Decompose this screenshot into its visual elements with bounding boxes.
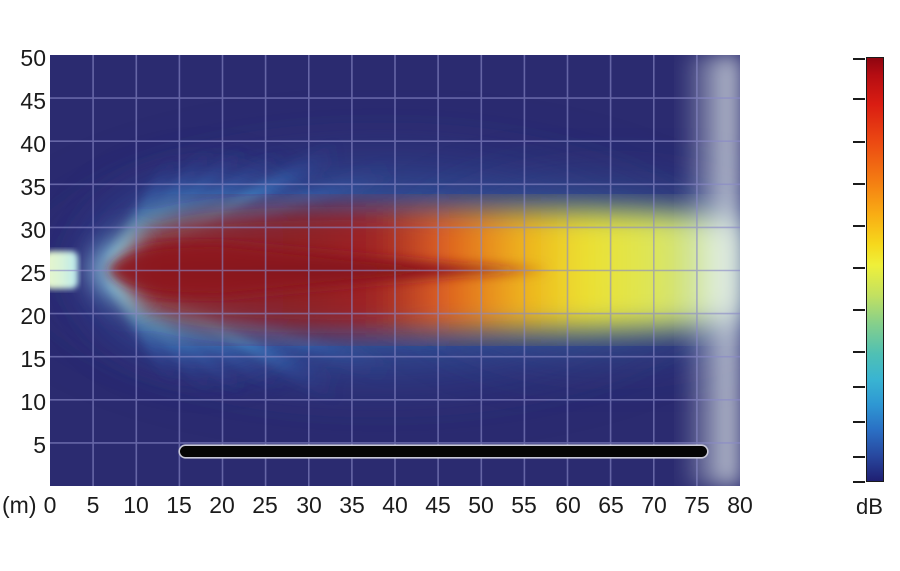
x-tick-35: 35 bbox=[339, 492, 365, 518]
x-tick-70: 70 bbox=[641, 492, 667, 518]
x-tick-30: 30 bbox=[296, 492, 322, 518]
y-tick-40: 40 bbox=[20, 131, 46, 157]
y-tick-50: 50 bbox=[20, 45, 46, 71]
colorbar-tick-95 bbox=[853, 58, 865, 60]
vehicle-bar bbox=[180, 446, 707, 457]
y-tick-20: 20 bbox=[20, 303, 46, 329]
heatmap-plot-area bbox=[50, 55, 740, 486]
x-tick-55: 55 bbox=[511, 492, 537, 518]
colorbar-tick-66 bbox=[853, 267, 865, 269]
heatmap-field bbox=[50, 55, 740, 486]
y-tick-30: 30 bbox=[20, 217, 46, 243]
x-tick-65: 65 bbox=[598, 492, 624, 518]
colorbar-tick-54 bbox=[853, 351, 865, 353]
x-tick-80: 80 bbox=[727, 492, 753, 518]
y-tick-25: 25 bbox=[20, 260, 46, 286]
y-tick-10: 10 bbox=[20, 389, 46, 415]
x-tick-75: 75 bbox=[684, 492, 710, 518]
colorbar-unit-label: dB bbox=[856, 494, 883, 519]
colorbar-gradient bbox=[866, 57, 884, 482]
y-tick-15: 15 bbox=[20, 346, 46, 372]
axis-unit-label: (m) bbox=[2, 492, 37, 518]
colorbar-tick-32 bbox=[853, 481, 865, 483]
colorbar-tick-60 bbox=[853, 309, 865, 311]
colorbar-tick-42 bbox=[853, 421, 865, 423]
y-tick-5: 5 bbox=[33, 432, 46, 458]
x-tick-15: 15 bbox=[166, 492, 192, 518]
x-tick-60: 60 bbox=[555, 492, 581, 518]
colorbar-tick-90 bbox=[853, 98, 865, 100]
heat-edge-wash bbox=[680, 55, 740, 486]
x-tick-40: 40 bbox=[382, 492, 408, 518]
x-tick-25: 25 bbox=[252, 492, 278, 518]
y-tick-45: 45 bbox=[20, 88, 46, 114]
colorbar-tick-84 bbox=[853, 141, 865, 143]
x-tick-45: 45 bbox=[425, 492, 451, 518]
colorbar-tick-48 bbox=[853, 386, 865, 388]
x-tick-20: 20 bbox=[209, 492, 235, 518]
x-tick-0: 0 bbox=[43, 492, 57, 518]
colorbar-tick-72 bbox=[853, 225, 865, 227]
colorbar-tick-78 bbox=[853, 183, 865, 185]
x-tick-10: 10 bbox=[123, 492, 149, 518]
colorbar-tick-36 bbox=[853, 456, 865, 458]
colorbar bbox=[866, 57, 884, 482]
x-tick-50: 50 bbox=[468, 492, 494, 518]
heat-source-patch bbox=[50, 251, 78, 289]
x-tick-5: 5 bbox=[86, 492, 100, 518]
y-tick-35: 35 bbox=[20, 174, 46, 200]
